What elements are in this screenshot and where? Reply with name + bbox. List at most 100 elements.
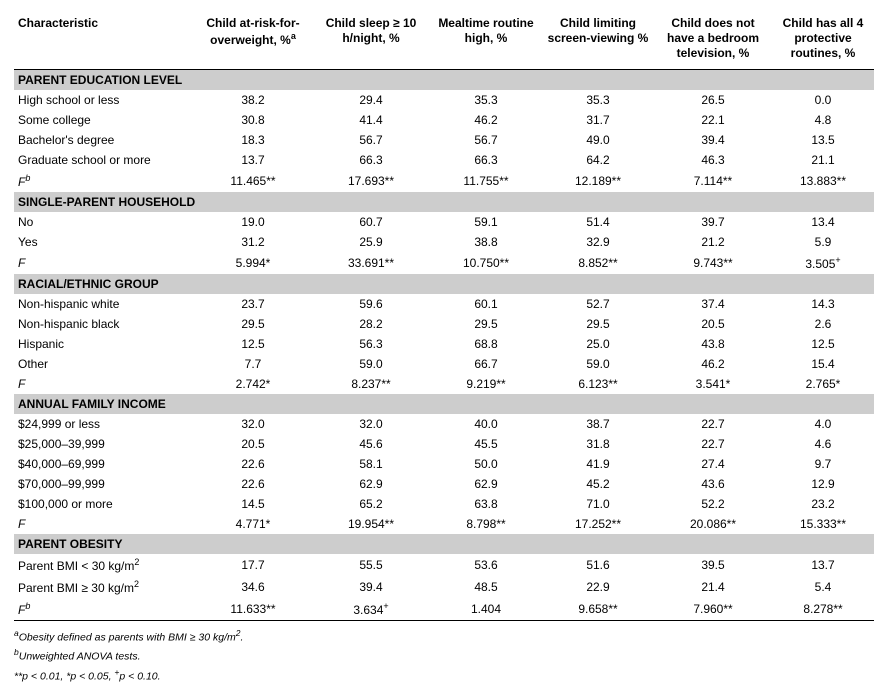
cell: 4.8 bbox=[772, 110, 874, 130]
cell: 56.7 bbox=[430, 130, 542, 150]
cell: 3.505+ bbox=[772, 252, 874, 274]
cell: 9.743** bbox=[654, 252, 772, 274]
cell: 38.8 bbox=[430, 232, 542, 252]
cell: 13.4 bbox=[772, 212, 874, 232]
row-label: Yes bbox=[14, 232, 194, 252]
cell: 45.2 bbox=[542, 474, 654, 494]
row-label: Non-hispanic black bbox=[14, 314, 194, 334]
cell: 3.634+ bbox=[312, 598, 430, 621]
table-row: Parent BMI < 30 kg/m217.755.553.651.639.… bbox=[14, 554, 874, 576]
table-row: Parent BMI ≥ 30 kg/m234.639.448.522.921.… bbox=[14, 576, 874, 598]
cell: 20.086** bbox=[654, 514, 772, 534]
cell: 14.3 bbox=[772, 294, 874, 314]
cell: 65.2 bbox=[312, 494, 430, 514]
cell: 22.7 bbox=[654, 434, 772, 454]
cell: 2.742* bbox=[194, 374, 312, 394]
cell: 12.9 bbox=[772, 474, 874, 494]
cell: 33.691** bbox=[312, 252, 430, 274]
cell: 41.9 bbox=[542, 454, 654, 474]
row-label: Graduate school or more bbox=[14, 150, 194, 170]
cell: 62.9 bbox=[430, 474, 542, 494]
cell: 17.7 bbox=[194, 554, 312, 576]
cell: 9.7 bbox=[772, 454, 874, 474]
footnote-line: aObesity defined as parents with BMI ≥ 3… bbox=[14, 627, 874, 646]
row-label: Parent BMI ≥ 30 kg/m2 bbox=[14, 576, 194, 598]
row-label: Bachelor's degree bbox=[14, 130, 194, 150]
section-title: PARENT EDUCATION LEVEL bbox=[14, 70, 874, 91]
data-table: CharacteristicChild at-risk-for-overweig… bbox=[14, 12, 874, 621]
cell: 7.114** bbox=[654, 170, 772, 192]
cell: 52.7 bbox=[542, 294, 654, 314]
cell: 25.9 bbox=[312, 232, 430, 252]
cell: 6.123** bbox=[542, 374, 654, 394]
section-header: PARENT EDUCATION LEVEL bbox=[14, 70, 874, 91]
cell: 15.4 bbox=[772, 354, 874, 374]
cell: 59.0 bbox=[312, 354, 430, 374]
table-row: $40,000–69,99922.658.150.041.927.49.7 bbox=[14, 454, 874, 474]
cell: 66.3 bbox=[312, 150, 430, 170]
cell: 13.7 bbox=[772, 554, 874, 576]
cell: 8.278** bbox=[772, 598, 874, 621]
cell: 17.693** bbox=[312, 170, 430, 192]
cell: 66.3 bbox=[430, 150, 542, 170]
cell: 46.3 bbox=[654, 150, 772, 170]
cell: 19.954** bbox=[312, 514, 430, 534]
cell: 11.755** bbox=[430, 170, 542, 192]
f-label: F bbox=[14, 252, 194, 274]
cell: 0.0 bbox=[772, 90, 874, 110]
cell: 21.1 bbox=[772, 150, 874, 170]
row-label: $24,999 or less bbox=[14, 414, 194, 434]
cell: 12.189** bbox=[542, 170, 654, 192]
cell: 14.5 bbox=[194, 494, 312, 514]
cell: 22.6 bbox=[194, 454, 312, 474]
cell: 23.2 bbox=[772, 494, 874, 514]
cell: 62.9 bbox=[312, 474, 430, 494]
table-row: $70,000–99,99922.662.962.945.243.612.9 bbox=[14, 474, 874, 494]
cell: 1.404 bbox=[430, 598, 542, 621]
cell: 55.5 bbox=[312, 554, 430, 576]
cell: 39.4 bbox=[654, 130, 772, 150]
column-header: Child does not have a bedroom television… bbox=[654, 12, 772, 70]
cell: 45.5 bbox=[430, 434, 542, 454]
column-header: Child has all 4 protective routines, % bbox=[772, 12, 874, 70]
cell: 12.5 bbox=[194, 334, 312, 354]
table-row: $25,000–39,99920.545.645.531.822.74.6 bbox=[14, 434, 874, 454]
cell: 59.0 bbox=[542, 354, 654, 374]
f-row: F5.994*33.691**10.750**8.852**9.743**3.5… bbox=[14, 252, 874, 274]
cell: 4.0 bbox=[772, 414, 874, 434]
f-row: F2.742*8.237**9.219**6.123**3.541*2.765* bbox=[14, 374, 874, 394]
row-label: $40,000–69,999 bbox=[14, 454, 194, 474]
f-label: Fb bbox=[14, 598, 194, 621]
cell: 19.0 bbox=[194, 212, 312, 232]
row-label: $70,000–99,999 bbox=[14, 474, 194, 494]
cell: 32.0 bbox=[194, 414, 312, 434]
cell: 64.2 bbox=[542, 150, 654, 170]
table-row: Graduate school or more13.766.366.364.24… bbox=[14, 150, 874, 170]
f-label: F bbox=[14, 374, 194, 394]
cell: 29.5 bbox=[542, 314, 654, 334]
cell: 37.4 bbox=[654, 294, 772, 314]
row-label: Non-hispanic white bbox=[14, 294, 194, 314]
footnotes: aObesity defined as parents with BMI ≥ 3… bbox=[14, 627, 874, 685]
section-header: ANNUAL FAMILY INCOME bbox=[14, 394, 874, 414]
f-row: F4.771*19.954**8.798**17.252**20.086**15… bbox=[14, 514, 874, 534]
row-label: Other bbox=[14, 354, 194, 374]
cell: 8.852** bbox=[542, 252, 654, 274]
section-title: RACIAL/ETHNIC GROUP bbox=[14, 274, 874, 294]
cell: 22.9 bbox=[542, 576, 654, 598]
cell: 56.7 bbox=[312, 130, 430, 150]
cell: 26.5 bbox=[654, 90, 772, 110]
cell: 50.0 bbox=[430, 454, 542, 474]
cell: 29.4 bbox=[312, 90, 430, 110]
cell: 39.7 bbox=[654, 212, 772, 232]
table-row: $100,000 or more14.565.263.871.052.223.2 bbox=[14, 494, 874, 514]
cell: 53.6 bbox=[430, 554, 542, 576]
cell: 59.6 bbox=[312, 294, 430, 314]
f-row: Fb11.465**17.693**11.755**12.189**7.114*… bbox=[14, 170, 874, 192]
cell: 7.7 bbox=[194, 354, 312, 374]
cell: 8.237** bbox=[312, 374, 430, 394]
column-header: Child limiting screen-viewing % bbox=[542, 12, 654, 70]
cell: 9.219** bbox=[430, 374, 542, 394]
cell: 5.4 bbox=[772, 576, 874, 598]
cell: 31.7 bbox=[542, 110, 654, 130]
